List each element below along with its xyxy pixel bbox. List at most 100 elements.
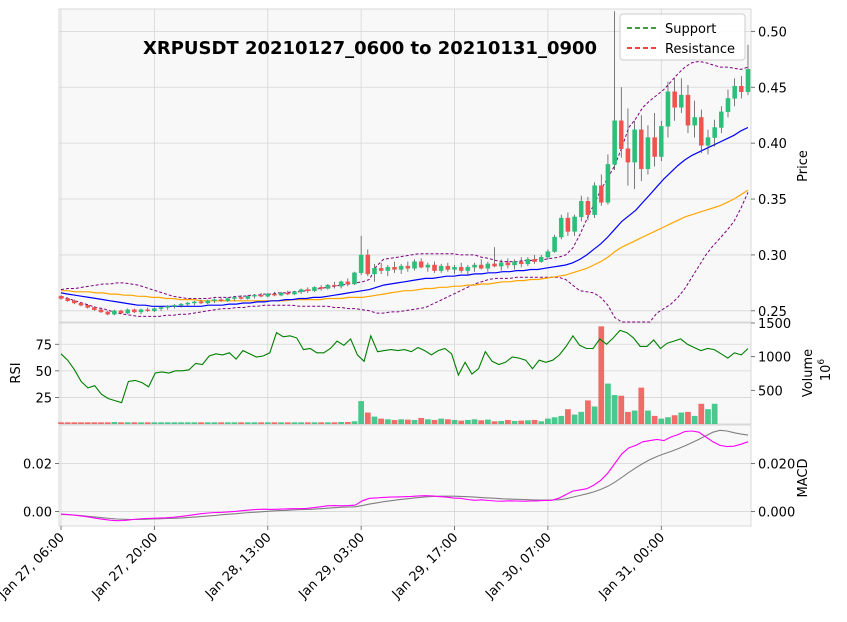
candle-body: [345, 281, 351, 285]
macd-axis-label: MACD: [796, 459, 811, 498]
candle-body: [659, 126, 664, 157]
macd-panel-bg: [58, 424, 752, 527]
macd-tick-label: 0.02: [23, 457, 52, 472]
candle-body: [545, 251, 551, 258]
candle-body: [245, 296, 251, 299]
candle-body: [412, 261, 417, 269]
lower-band-line: [60, 192, 749, 323]
rsi-tick-label: 75: [35, 338, 52, 353]
volume-bar: [58, 422, 64, 424]
volume-bar: [691, 415, 698, 424]
volume-bar: [378, 418, 385, 424]
candle-body: [505, 262, 511, 266]
candle-body: [398, 265, 404, 270]
candle-body: [385, 267, 391, 271]
volume-bar: [278, 422, 284, 424]
volume-bar: [518, 420, 525, 424]
volume-bar: [505, 419, 511, 424]
volume-bar: [551, 417, 558, 424]
candle-body: [432, 264, 437, 271]
volume-bar: [151, 422, 158, 424]
volume-bar: [211, 422, 218, 424]
candle-body: [465, 267, 471, 271]
candle-body: [645, 137, 651, 170]
macd-tick-label: 0.00: [23, 506, 52, 521]
volume-bar: [98, 422, 104, 424]
candle-body: [232, 297, 237, 299]
volume-bar: [198, 422, 204, 424]
volume-bar: [665, 417, 671, 424]
candle-body: [552, 236, 557, 252]
volume-bar: [478, 420, 485, 424]
volume-bar: [451, 419, 458, 424]
candle-body: [438, 265, 444, 271]
volume-bar: [458, 420, 465, 424]
candle-body: [85, 305, 90, 308]
candle-body: [745, 69, 751, 92]
candle-body: [325, 284, 331, 289]
signal-line: [60, 429, 749, 521]
candle-body: [78, 302, 84, 306]
candle-body: [518, 261, 524, 265]
grid-lines: [59, 9, 751, 526]
volume-bar: [318, 422, 324, 424]
candle-body: [639, 129, 644, 170]
volume-bar: [331, 422, 338, 424]
volume-axis-label: Volume: [801, 349, 816, 397]
candle-body: [498, 262, 504, 267]
volume-bar: [118, 422, 124, 424]
candle-body: [278, 292, 284, 296]
volume-bar: [545, 418, 551, 424]
candle-body: [578, 201, 584, 218]
volume-bar: [585, 400, 591, 424]
candle-body: [178, 303, 184, 306]
volume-unit-base: 10: [819, 365, 834, 382]
candle-body: [72, 300, 77, 304]
candle-body: [272, 293, 277, 296]
volume-bar: [538, 421, 545, 424]
candle-body: [285, 292, 291, 295]
candle-body: [298, 289, 304, 293]
volume-bar: [351, 421, 358, 424]
volume-bar: [698, 403, 705, 424]
candle-body: [565, 217, 571, 232]
candle-body: [732, 85, 737, 99]
candle-body: [652, 137, 657, 157]
candle-body: [725, 98, 731, 113]
volume-axis-unit: 106: [817, 359, 834, 382]
candle-body: [685, 94, 691, 126]
volume-bar: [391, 419, 398, 424]
candle-body: [472, 264, 477, 268]
volume-bar: [571, 414, 578, 424]
candle-body: [112, 310, 117, 315]
candle-body: [212, 299, 217, 301]
volume-bar: [705, 409, 711, 424]
rsi-tick-label: 50: [35, 365, 52, 380]
volume-bar: [638, 387, 645, 424]
price-tick-label: 0.25: [758, 305, 787, 320]
price-panel-bg: [58, 8, 752, 323]
candle-body: [252, 294, 257, 297]
volume-bar: [578, 411, 585, 424]
volume-bar: [71, 422, 78, 424]
candle-body: [145, 309, 150, 312]
volume-bar: [238, 422, 244, 424]
x-tick-label: Jan 31, 00:00: [596, 530, 668, 602]
volume-bar: [418, 417, 425, 424]
candle-body: [132, 309, 137, 313]
volume-bar: [64, 422, 71, 424]
volume-bar: [598, 326, 605, 424]
candle-body: [425, 264, 431, 268]
volume-bar: [371, 416, 378, 424]
slow-ma-line: [61, 189, 749, 302]
volume-bar: [438, 418, 445, 424]
price-tick-label: 0.40: [758, 137, 787, 152]
candle-body: [65, 298, 70, 301]
volume-bar: [611, 395, 618, 424]
candle-body: [625, 148, 631, 163]
volume-bar: [485, 419, 491, 424]
candle-body: [392, 267, 397, 270]
candle-body: [218, 299, 224, 301]
volume-tick-label: 1500: [758, 317, 791, 332]
candle-body: [598, 185, 604, 203]
